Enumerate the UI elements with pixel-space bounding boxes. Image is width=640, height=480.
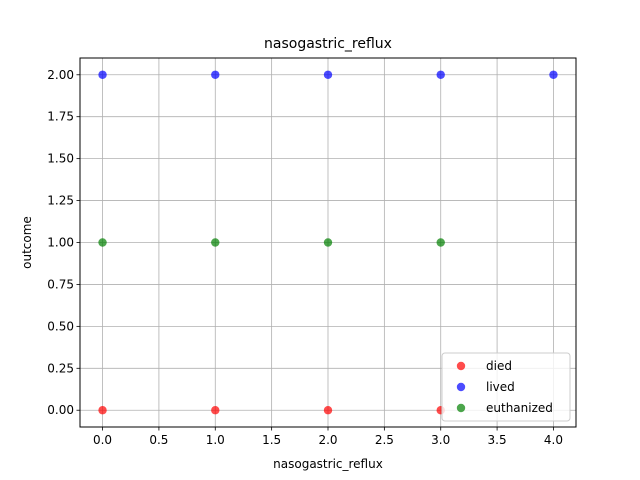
x-tick-label: 1.0 (206, 433, 225, 447)
data-point-lived (211, 70, 220, 79)
y-tick-label: 0.50 (47, 319, 74, 333)
legend: died lived euthanized (441, 352, 571, 422)
legend-marker-lived (456, 382, 466, 392)
data-point-lived (436, 70, 445, 79)
legend-label-lived: lived (486, 380, 515, 394)
y-tick-label: 0.25 (47, 361, 74, 375)
data-point-lived (549, 70, 558, 79)
data-point-euthanized (436, 238, 445, 247)
x-tick-label: 3.0 (431, 433, 450, 447)
data-point-lived (323, 70, 333, 79)
x-tick-label: 2.0 (318, 433, 337, 447)
y-tick-label: 1.00 (47, 236, 74, 250)
y-tick-label: 2.00 (47, 68, 74, 82)
data-point-lived (98, 70, 107, 79)
legend-label-euthanized: euthanized (486, 401, 553, 415)
legend-label-died: died (486, 359, 512, 373)
data-point-euthanized (211, 238, 220, 247)
y-tick-label: 0.75 (47, 277, 74, 291)
data-point-euthanized (323, 238, 333, 247)
data-point-died (211, 406, 220, 415)
legend-marker-euthanized (456, 403, 466, 413)
x-axis-label: nasogastric_reflux (273, 457, 383, 471)
y-tick-label: 1.75 (47, 110, 74, 124)
legend-marker-died (456, 361, 466, 371)
y-tick-label: 0.00 (47, 403, 74, 417)
chart-title: nasogastric_reflux (264, 36, 392, 52)
y-tick-label: 1.50 (47, 152, 74, 166)
x-tick-label: 1.5 (262, 433, 281, 447)
x-tick-label: 4.0 (544, 433, 563, 447)
x-tick-label: 0.5 (149, 433, 168, 447)
x-tick-label: 3.5 (488, 433, 507, 447)
data-point-died (323, 406, 333, 415)
data-point-died (98, 406, 107, 415)
axis-ticks: 0.0 0.5 1.0 1.5 2.0 2.5 3.0 3.5 4.0 0.00 0.25 0.50 0… (47, 68, 563, 447)
x-tick-label: 0.0 (93, 433, 112, 447)
y-axis-label: outcome (20, 216, 34, 269)
legend-box (441, 352, 571, 422)
x-tick-label: 2.5 (375, 433, 394, 447)
y-tick-label: 1.25 (47, 194, 74, 208)
data-point-euthanized (98, 238, 107, 247)
